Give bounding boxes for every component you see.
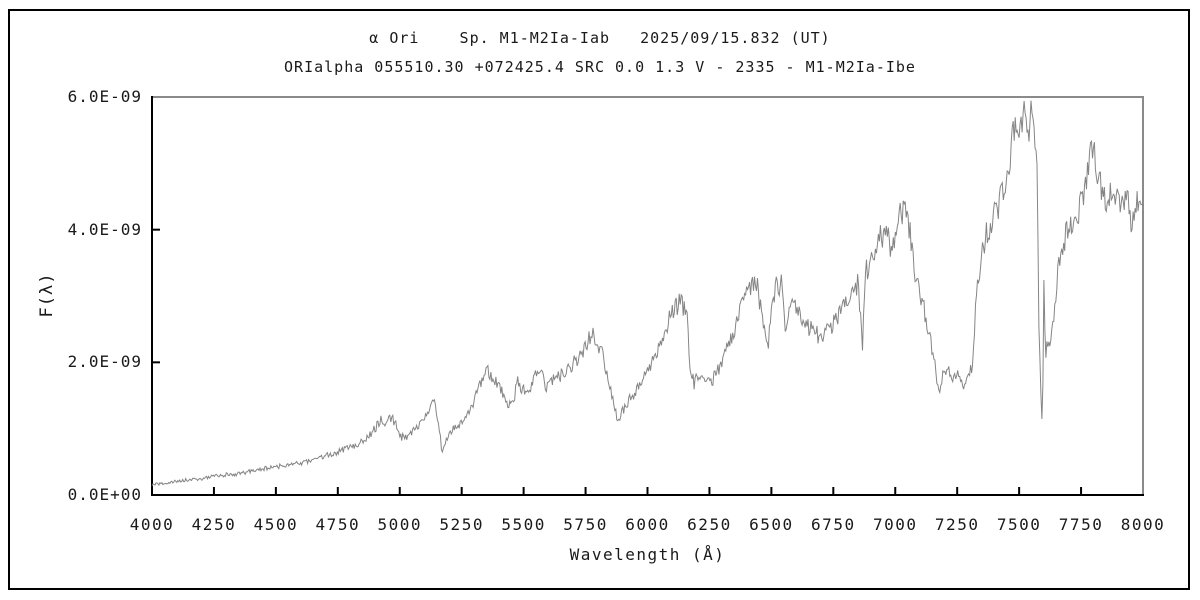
x-tick-label: 7750 [1058, 515, 1104, 534]
x-tick-label: 5000 [377, 515, 423, 534]
spectrum-line [151, 100, 1144, 487]
chart-title: α Ori Sp. M1-M2Ia-Iab 2025/09/15.832 (UT… [369, 29, 831, 47]
x-tick-label: 7000 [872, 515, 918, 534]
x-axis-label: Wavelength (Å) [569, 545, 726, 564]
x-tick-label: 4000 [129, 515, 175, 534]
spectrum-line-chart [151, 96, 1144, 496]
x-tick-label: 4750 [315, 515, 361, 534]
x-tick-label: 4250 [191, 515, 237, 534]
plot-frame [151, 96, 1144, 496]
y-axis-label: F(λ) [37, 272, 57, 318]
y-tick-label: 6.0E-09 [67, 87, 142, 106]
x-tick-label: 6250 [687, 515, 732, 534]
x-tick-label: 6750 [811, 515, 856, 534]
x-tick-label: 6500 [749, 515, 794, 534]
chart-subtitle: ORIalpha 055510.30 +072425.4 SRC 0.0 1.3… [284, 58, 916, 76]
x-tick-label: 5500 [501, 515, 546, 534]
x-tick-label: 6000 [625, 515, 670, 534]
x-tick-label: 5250 [439, 515, 484, 534]
y-tick-label: 4.0E-09 [67, 219, 142, 239]
x-tick-label: 4500 [253, 515, 299, 534]
axis-tick-marks [152, 228, 1083, 495]
x-tick-label: 5750 [563, 515, 608, 534]
x-tick-label: 7250 [934, 515, 980, 534]
x-tick-label: 8000 [1120, 515, 1166, 534]
y-tick-label: 2.0E-09 [67, 352, 142, 372]
y-tick-label: 0.0E+00 [67, 485, 142, 504]
x-tick-label: 7500 [996, 515, 1042, 534]
